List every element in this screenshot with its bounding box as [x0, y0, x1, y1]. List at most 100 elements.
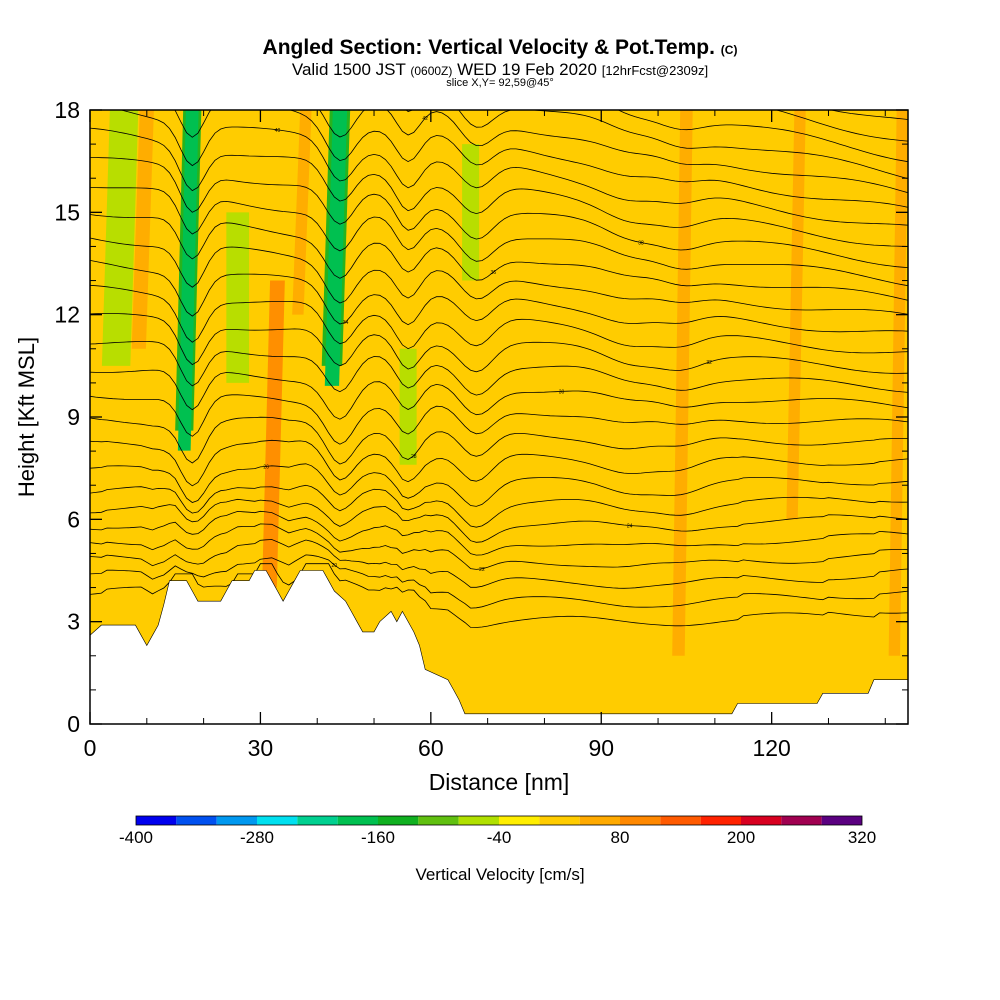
isentrope-line	[90, 284, 908, 354]
isentrope-line	[119, 110, 908, 226]
colorbar-tick-label: -160	[361, 828, 395, 847]
isentrope-label: 26	[263, 464, 269, 470]
isentrope-line	[90, 563, 908, 628]
x-tick-label: 90	[588, 735, 614, 761]
colorbar: -400 -280 -160 -40 80 200 320 Vertical Velocity…	[119, 815, 876, 884]
subtitle-date: WED 19 Feb 2020	[457, 60, 597, 79]
isentrope-line	[90, 439, 908, 487]
isentrope-label: 22	[479, 567, 485, 573]
chart-title: Angled Section: Vertical Velocity & Pot.…	[0, 36, 1000, 60]
colorbar-tick-label: -400	[119, 828, 153, 847]
colorbar-swatch	[216, 816, 257, 825]
isentrope-line	[90, 463, 908, 507]
terrain	[89, 570, 909, 725]
velocity-band	[262, 280, 285, 588]
isentrope-line	[90, 93, 908, 101]
isentrope-line	[617, 110, 908, 163]
velocity-band-core	[177, 110, 199, 451]
y-tick-label: 12	[54, 302, 80, 328]
isentrope-line	[90, 498, 908, 543]
colorbar-swatch	[378, 816, 419, 825]
subtitle-utc: (0600Z)	[410, 64, 453, 78]
isentrope-line	[90, 416, 908, 465]
isentrope-line	[90, 313, 908, 374]
y-axis-label: Height [Kft MSL]	[14, 337, 39, 497]
colorbar-tick-label: -280	[240, 828, 274, 847]
colorbar-swatch	[660, 816, 701, 825]
isentrope-line	[90, 127, 908, 247]
velocity-band	[101, 110, 139, 366]
y-tick-label: 0	[67, 711, 80, 737]
isentrope-line	[174, 110, 908, 208]
colorbar-tick-label: -40	[487, 828, 512, 847]
isentrope-line	[90, 394, 908, 445]
isentrope-line	[90, 539, 908, 589]
isentrope-line	[90, 187, 908, 287]
velocity-band	[672, 110, 693, 656]
isentrope-label: 24	[627, 523, 633, 529]
isentrope-line	[90, 341, 908, 396]
potential-temperature-contours: 20 22 24 26 28 30 32 34 36 38 40 42 44 46 48	[90, 91, 908, 628]
isentrope-label: 38	[638, 240, 644, 246]
colorbar-tick-label: 200	[727, 828, 755, 847]
y-tick-label: 9	[67, 404, 80, 430]
y-tick-label: 6	[67, 506, 80, 532]
isentrope-label: 34	[343, 320, 349, 326]
isentrope-line	[319, 110, 908, 194]
colorbar-swatch	[539, 816, 580, 825]
colorbar-swatch	[620, 816, 661, 825]
colorbar-swatch	[337, 816, 378, 825]
colorbar-swatch	[136, 816, 177, 825]
velocity-band	[462, 144, 480, 281]
slice-label: slice X,Y= 92,59@45°	[446, 77, 554, 89]
isentrope-label: 40	[275, 128, 281, 134]
terrain-area	[89, 570, 909, 725]
chart-subtitle: Valid 1500 JST (0600Z) WED 19 Feb 2020 […	[0, 60, 1000, 80]
chart-title-mark: (C)	[720, 43, 738, 57]
colorbar-swatch	[821, 816, 862, 825]
y-tick-label: 3	[67, 609, 80, 635]
isentrope-line	[90, 554, 908, 609]
isentrope-line	[338, 110, 908, 179]
vertical-velocity-field	[101, 110, 908, 656]
colorbar-swatch	[257, 816, 298, 825]
y-tick-label: 18	[54, 97, 80, 123]
isentrope-line	[90, 523, 908, 570]
colorbar-swatch	[418, 816, 459, 825]
isentrope-line	[90, 214, 908, 301]
x-tick-label: 120	[752, 735, 790, 761]
isentrope-label: 30	[559, 389, 565, 395]
isentrope-label: 28	[411, 454, 417, 460]
colorbar-label: Vertical Velocity [cm/s]	[415, 865, 584, 884]
isentrope-label: 46	[718, 91, 724, 97]
subtitle-valid: Valid 1500 JST	[291, 60, 406, 79]
isentrope-line	[90, 510, 908, 556]
isentrope-line	[90, 369, 908, 420]
isentrope-line	[90, 237, 908, 315]
colorbar-swatch	[700, 816, 741, 825]
velocity-band-core	[324, 110, 348, 386]
isentrope-label: 42	[422, 116, 428, 122]
colorbar-swatch	[781, 816, 822, 825]
isentrope-label: 36	[491, 270, 497, 276]
colorbar-tick-label: 320	[848, 828, 876, 847]
x-tick-label: 0	[84, 735, 97, 761]
colorbar-swatch	[176, 816, 217, 825]
velocity-band	[786, 110, 806, 520]
x-axis-label: Distance [nm]	[429, 769, 570, 795]
colorbar-frame	[135, 815, 863, 826]
x-tick-label: 30	[248, 735, 274, 761]
colorbar-swatch	[579, 816, 620, 825]
isentrope-label: 44	[570, 91, 576, 97]
isentrope-line	[90, 157, 908, 268]
isentrope-label: 20	[331, 563, 337, 569]
velocity-band	[399, 348, 417, 465]
velocity-band	[226, 212, 250, 383]
isentrope-label: 32	[706, 360, 712, 366]
colorbar-swatch	[741, 816, 782, 825]
colorbar-swatch	[297, 816, 338, 825]
isentrope-label: 48	[354, 91, 360, 97]
chart-title-text: Angled Section: Vertical Velocity & Pot.…	[262, 36, 715, 59]
